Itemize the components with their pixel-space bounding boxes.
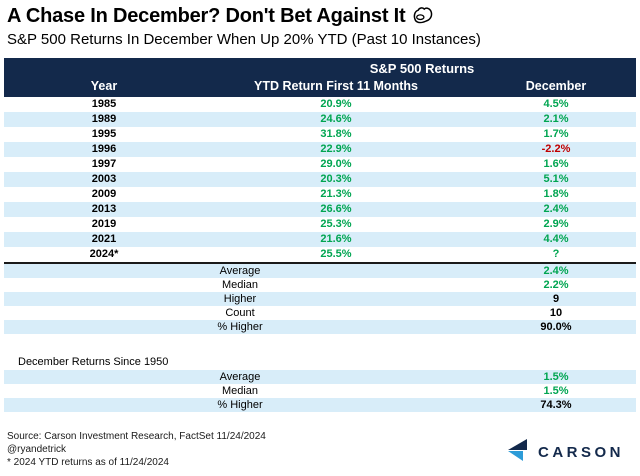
year-cell: 2013 [91, 203, 117, 215]
ytd-cell: 25.5% [320, 248, 352, 260]
summary-value: 9 [552, 293, 560, 305]
table-row: 1989 24.6% 2.1% [4, 112, 636, 127]
table-row: 1985 20.9% 4.5% [4, 97, 636, 112]
december-cell: 1.8% [543, 188, 569, 200]
column-header-year: Year [90, 79, 118, 93]
summary-label: % Higher [217, 321, 263, 333]
ytd-cell: 31.8% [320, 128, 352, 140]
summary-label: Average [219, 371, 261, 383]
december-cell: 1.6% [543, 158, 569, 170]
flexed-biceps-icon [411, 4, 435, 28]
footnote: * 2024 YTD returns as of 11/24/2024 [7, 457, 169, 468]
year-cell: 2009 [91, 188, 117, 200]
summary-value: 2.2% [543, 279, 569, 291]
december-cell: 1.7% [543, 128, 569, 140]
summary-label: Median [221, 279, 259, 291]
table-row: 2009 21.3% 1.8% [4, 187, 636, 202]
summary-row: Median 2.2% [4, 278, 636, 292]
summary-row: Higher 9 [4, 292, 636, 306]
december-cell: 2.9% [543, 218, 569, 230]
year-cell: 1995 [91, 128, 117, 140]
summary-section: Average 2.4% Median 2.2% Higher 9 Count … [4, 264, 636, 334]
ytd-cell: 25.3% [320, 218, 352, 230]
table-row: 2003 20.3% 5.1% [4, 172, 636, 187]
summary-label: Average [219, 265, 261, 277]
summary-value: 1.5% [543, 371, 569, 383]
table-row: 2024* 25.5% ? [4, 247, 636, 262]
summary-label: % Higher [217, 399, 263, 411]
returns-table: S&P 500 Returns Year YTD Return First 11… [4, 58, 636, 412]
summary-row: % Higher 74.3% [4, 398, 636, 412]
december-cell: 4.4% [543, 233, 569, 245]
table-header: S&P 500 Returns Year YTD Return First 11… [4, 58, 636, 97]
summary-row: % Higher 90.0% [4, 320, 636, 334]
since-1950-section: Average 1.5% Median 1.5% % Higher 74.3% [4, 370, 636, 412]
summary-value: 2.4% [543, 265, 569, 277]
year-cell: 2021 [91, 233, 117, 245]
table-row: 1995 31.8% 1.7% [4, 127, 636, 142]
ytd-cell: 20.3% [320, 173, 352, 185]
summary-row: Average 2.4% [4, 264, 636, 278]
year-cell: 2019 [91, 218, 117, 230]
page-subtitle: S&P 500 Returns In December When Up 20% … [7, 31, 481, 48]
title-text: A Chase In December? Don't Bet Against I… [7, 4, 406, 27]
table-group-header: S&P 500 Returns [369, 61, 475, 76]
summary-label: Count [225, 307, 255, 319]
summary-value: 10 [549, 307, 563, 319]
ytd-cell: 21.3% [320, 188, 352, 200]
footer: Source: Carson Investment Research, Fact… [7, 430, 266, 469]
table-row: 1996 22.9% -2.2% [4, 142, 636, 157]
december-cell: -2.2% [541, 143, 571, 155]
ytd-cell: 22.9% [320, 143, 352, 155]
year-cell: 1996 [91, 143, 117, 155]
year-cell: 1985 [91, 98, 117, 110]
twitter-handle: @ryandetrick [7, 444, 67, 455]
column-header-december: December [525, 79, 587, 93]
carson-arrow-icon [505, 438, 529, 467]
column-header-ytd: YTD Return First 11 Months [254, 79, 418, 93]
december-cell: 4.5% [543, 98, 569, 110]
carson-logo-text: CARSON [538, 444, 625, 461]
december-cell: ? [552, 248, 560, 260]
summary-row: Average 1.5% [4, 370, 636, 384]
table-row: 2013 26.6% 2.4% [4, 202, 636, 217]
summary-value: 90.0% [540, 321, 572, 333]
year-cell: 2024* [89, 248, 119, 260]
ytd-cell: 24.6% [320, 113, 352, 125]
page-title: A Chase In December? Don't Bet Against I… [7, 4, 435, 28]
ytd-cell: 21.6% [320, 233, 352, 245]
summary-label: Median [221, 385, 259, 397]
ytd-cell: 26.6% [320, 203, 352, 215]
summary-row: Count 10 [4, 306, 636, 320]
year-cell: 1997 [91, 158, 117, 170]
summary-value: 1.5% [543, 385, 569, 397]
summary-label: Higher [223, 293, 257, 305]
year-cell: 2003 [91, 173, 117, 185]
table-body: 1985 20.9% 4.5% 1989 24.6% 2.1% 1995 31.… [4, 97, 636, 262]
december-cell: 5.1% [543, 173, 569, 185]
ytd-cell: 29.0% [320, 158, 352, 170]
summary-value: 74.3% [540, 399, 572, 411]
year-cell: 1989 [91, 113, 117, 125]
summary-row: Median 1.5% [4, 384, 636, 398]
table-separator-line [4, 262, 636, 264]
carson-logo: CARSON [505, 438, 624, 467]
section2-title: December Returns Since 1950 [4, 355, 636, 370]
ytd-cell: 20.9% [320, 98, 352, 110]
table-row: 2021 21.6% 4.4% [4, 232, 636, 247]
december-cell: 2.1% [543, 113, 569, 125]
source-line: Source: Carson Investment Research, Fact… [7, 431, 266, 442]
spacer [4, 334, 636, 355]
table-row: 1997 29.0% 1.6% [4, 157, 636, 172]
december-cell: 2.4% [543, 203, 569, 215]
table-row: 2019 25.3% 2.9% [4, 217, 636, 232]
